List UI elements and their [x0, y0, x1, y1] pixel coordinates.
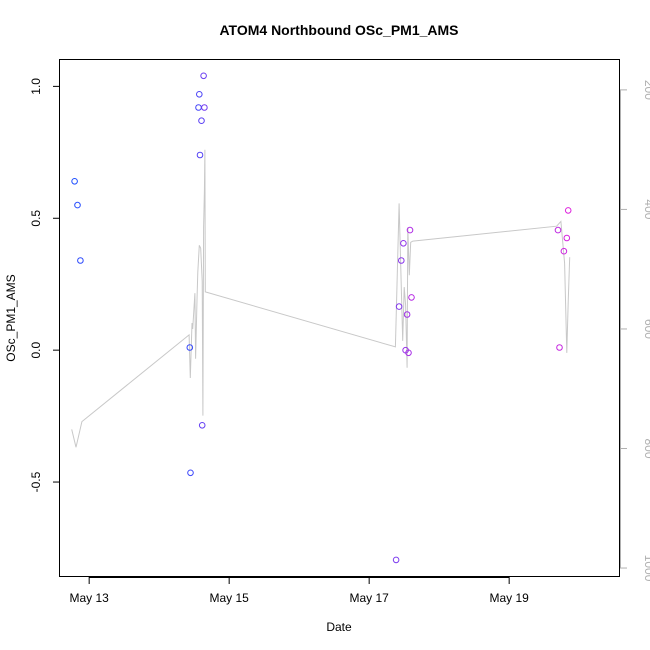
axes: May 13 May 15 May 17 May 19 -0.5 0.0 0.5 1.0 200…	[29, 78, 650, 605]
x-tick-label: May 15	[209, 591, 249, 605]
x-tick-label: May 19	[489, 591, 529, 605]
data-point	[74, 201, 81, 209]
data-point	[196, 91, 203, 98]
x-tick-label: May 13	[69, 591, 109, 605]
data-point	[198, 117, 205, 124]
data-point	[403, 311, 411, 318]
y-tick-label: 0.5	[29, 210, 43, 227]
data-point	[560, 247, 568, 255]
series-line	[71, 149, 571, 448]
y2-tick-label: 800	[642, 438, 650, 458]
data-point	[408, 294, 415, 301]
data-point	[71, 178, 78, 185]
data-point	[198, 422, 206, 429]
data-point	[563, 234, 571, 242]
plot-area	[71, 72, 572, 564]
data-point	[406, 226, 414, 234]
data-point	[200, 72, 207, 80]
x-tick-label: May 17	[349, 591, 389, 605]
y-tick-label: -0.5	[29, 471, 43, 492]
plot-frame	[59, 59, 620, 577]
data-point	[187, 469, 194, 477]
y-tick-label: 1.0	[29, 78, 43, 95]
data-point	[77, 257, 84, 264]
y2-tick-label: 1000	[642, 555, 650, 582]
y2-tick-label: 400	[642, 199, 650, 219]
data-point	[400, 240, 407, 247]
data-point	[395, 303, 403, 310]
y2-tick-label: 600	[642, 319, 650, 339]
x-axis-title: Date	[326, 620, 352, 634]
data-point	[186, 344, 194, 351]
data-point	[556, 344, 563, 351]
y2-tick-label: 200	[642, 80, 650, 100]
data-point	[398, 257, 405, 264]
data-point	[405, 349, 412, 357]
chart-title: ATOM4 Northbound OSc_PM1_AMS	[219, 22, 458, 38]
y-tick-label: 0.0	[29, 341, 43, 358]
y-axis-title: OSc_PM1_AMS	[4, 274, 18, 361]
data-point	[554, 226, 562, 234]
data-point	[195, 104, 202, 111]
data-point	[196, 151, 204, 159]
data-point	[564, 207, 572, 214]
data-point	[392, 556, 400, 564]
data-point	[201, 104, 208, 111]
